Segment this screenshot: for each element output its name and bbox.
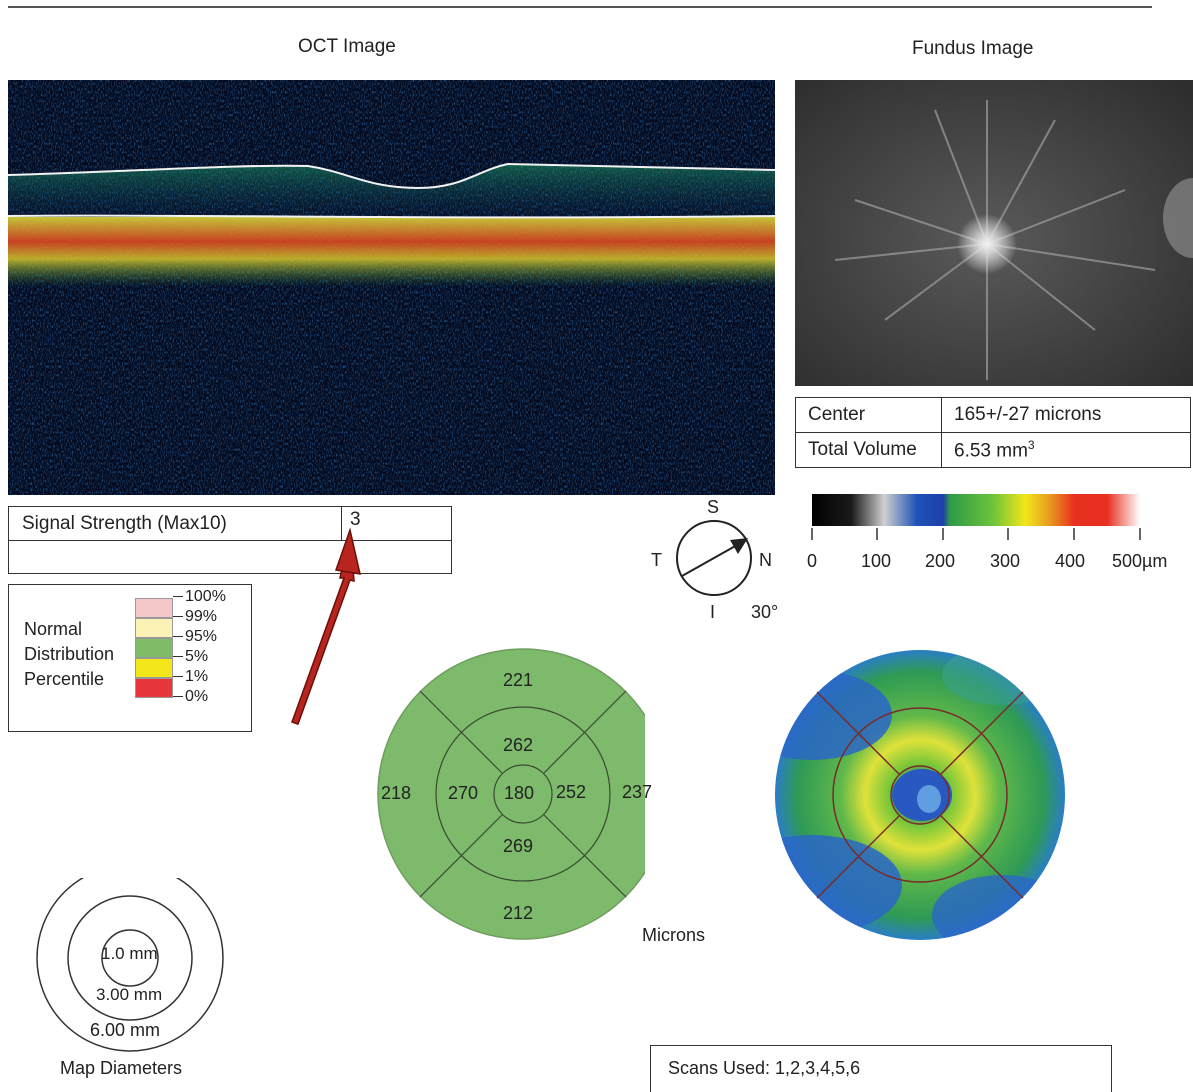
scale-tick-200: 200 — [925, 551, 956, 571]
thickness-color-scale — [812, 494, 1140, 526]
legend-swatch — [135, 618, 173, 638]
legend-swatch — [135, 658, 173, 678]
legend-title-line-3: Percentile — [24, 669, 105, 689]
legend-label-column: 100% 99% 95% 5% 1% 0% — [173, 587, 226, 707]
inner-inferior-value: 269 — [503, 836, 534, 856]
map-diameter-middle: 3.00 mm — [96, 985, 163, 1004]
compass-n: N — [759, 550, 772, 570]
legend-title-line-1: Normal — [24, 619, 83, 639]
scale-tick-marks — [811, 528, 1141, 540]
signal-strength-value: 3 — [350, 509, 361, 530]
outer-superior-value: 221 — [503, 670, 534, 690]
scans-used-label: Scans Used: 1,2,3,4,5,6 — [668, 1058, 861, 1078]
scale-tick-400: 400 — [1055, 551, 1086, 571]
inner-temporal-value: 270 — [448, 783, 479, 803]
outer-temporal-value: 218 — [381, 783, 412, 803]
legend-percentile-label: 0% — [173, 687, 226, 707]
center-ring — [493, 764, 553, 824]
center-value: 165+/-27 microns — [941, 397, 1191, 433]
scale-tick-100: 100 — [861, 551, 892, 571]
compass-s: S — [707, 497, 720, 517]
center-label: Center — [795, 397, 942, 433]
compass-angle: 30° — [751, 602, 779, 622]
legend-swatch-column — [135, 598, 173, 698]
scale-tick-300: 300 — [990, 551, 1021, 571]
oct-scan-image — [8, 80, 775, 495]
legend-swatch — [135, 638, 173, 658]
total-volume-row: Total Volume 6.53 mm3 — [795, 432, 1191, 468]
inner-superior-value: 262 — [503, 735, 534, 755]
etdrs-thickness-map — [377, 648, 645, 940]
top-rule — [8, 6, 1152, 8]
legend-swatch — [135, 598, 173, 618]
percentile-legend: Normal Distribution Percentile 100% 99% 95… — [8, 584, 252, 732]
outer-inferior-value: 212 — [503, 903, 534, 923]
map-diameter-outer: 6.00 mm — [90, 1020, 161, 1040]
legend-swatch — [135, 678, 173, 698]
microns-unit-label: Microns — [642, 925, 706, 945]
total-volume-cell: 6.53 mm3 — [941, 432, 1191, 468]
inner-nasal-value: 252 — [556, 782, 587, 802]
scale-tick-500: 500µm — [1112, 551, 1168, 571]
legend-title-line-2: Distribution — [24, 644, 115, 664]
legend-title: Normal Distribution Percentile — [24, 617, 114, 692]
map-diameter-inner: 1.0 mm — [101, 944, 158, 963]
legend-percentile-label: 5% — [173, 647, 226, 667]
inner-ring — [435, 706, 611, 882]
outer-ring — [377, 648, 645, 940]
outer-nasal-value: 237 — [622, 782, 653, 802]
color-thickness-map — [775, 650, 1065, 940]
signal-label-cell: Signal Strength (Max10) — [9, 507, 342, 541]
scans-used-box: Scans Used: 1,2,3,4,5,6 — [650, 1045, 1112, 1092]
compass-i: I — [710, 602, 716, 622]
legend-percentile-label: 99% — [173, 607, 226, 627]
map-diameters-diagram — [36, 878, 224, 1052]
legend-percentile-label: 95% — [173, 627, 226, 647]
center-row: Center 165+/-27 microns — [795, 397, 1191, 433]
signal-value-cell: 3 — [342, 507, 451, 541]
total-volume-value: 6.53 mm — [954, 440, 1028, 462]
orientation-compass-icon — [676, 520, 752, 596]
map-diameters-caption: Map Diameters — [60, 1058, 183, 1078]
legend-percentile-label: 100% — [173, 587, 226, 607]
fundus-heading: Fundus Image — [912, 38, 1034, 59]
oct-heading: OCT Image — [298, 36, 396, 57]
total-volume-unit-exponent: 3 — [1027, 437, 1035, 452]
signal-strength-box: Signal Strength (Max10) 3 — [8, 506, 452, 574]
fundus-image — [795, 80, 1193, 386]
scale-tick-0: 0 — [807, 551, 818, 571]
red-arrow-icon — [291, 527, 361, 725]
measurements-table: Center 165+/-27 microns Total Volume 6.5… — [795, 397, 1191, 468]
center-value: 180 — [504, 783, 535, 803]
compass-t: T — [651, 550, 662, 570]
signal-strength-label: Signal Strength (Max10) — [22, 513, 227, 534]
legend-percentile-label: 1% — [173, 667, 226, 687]
total-volume-label: Total Volume — [795, 432, 942, 468]
